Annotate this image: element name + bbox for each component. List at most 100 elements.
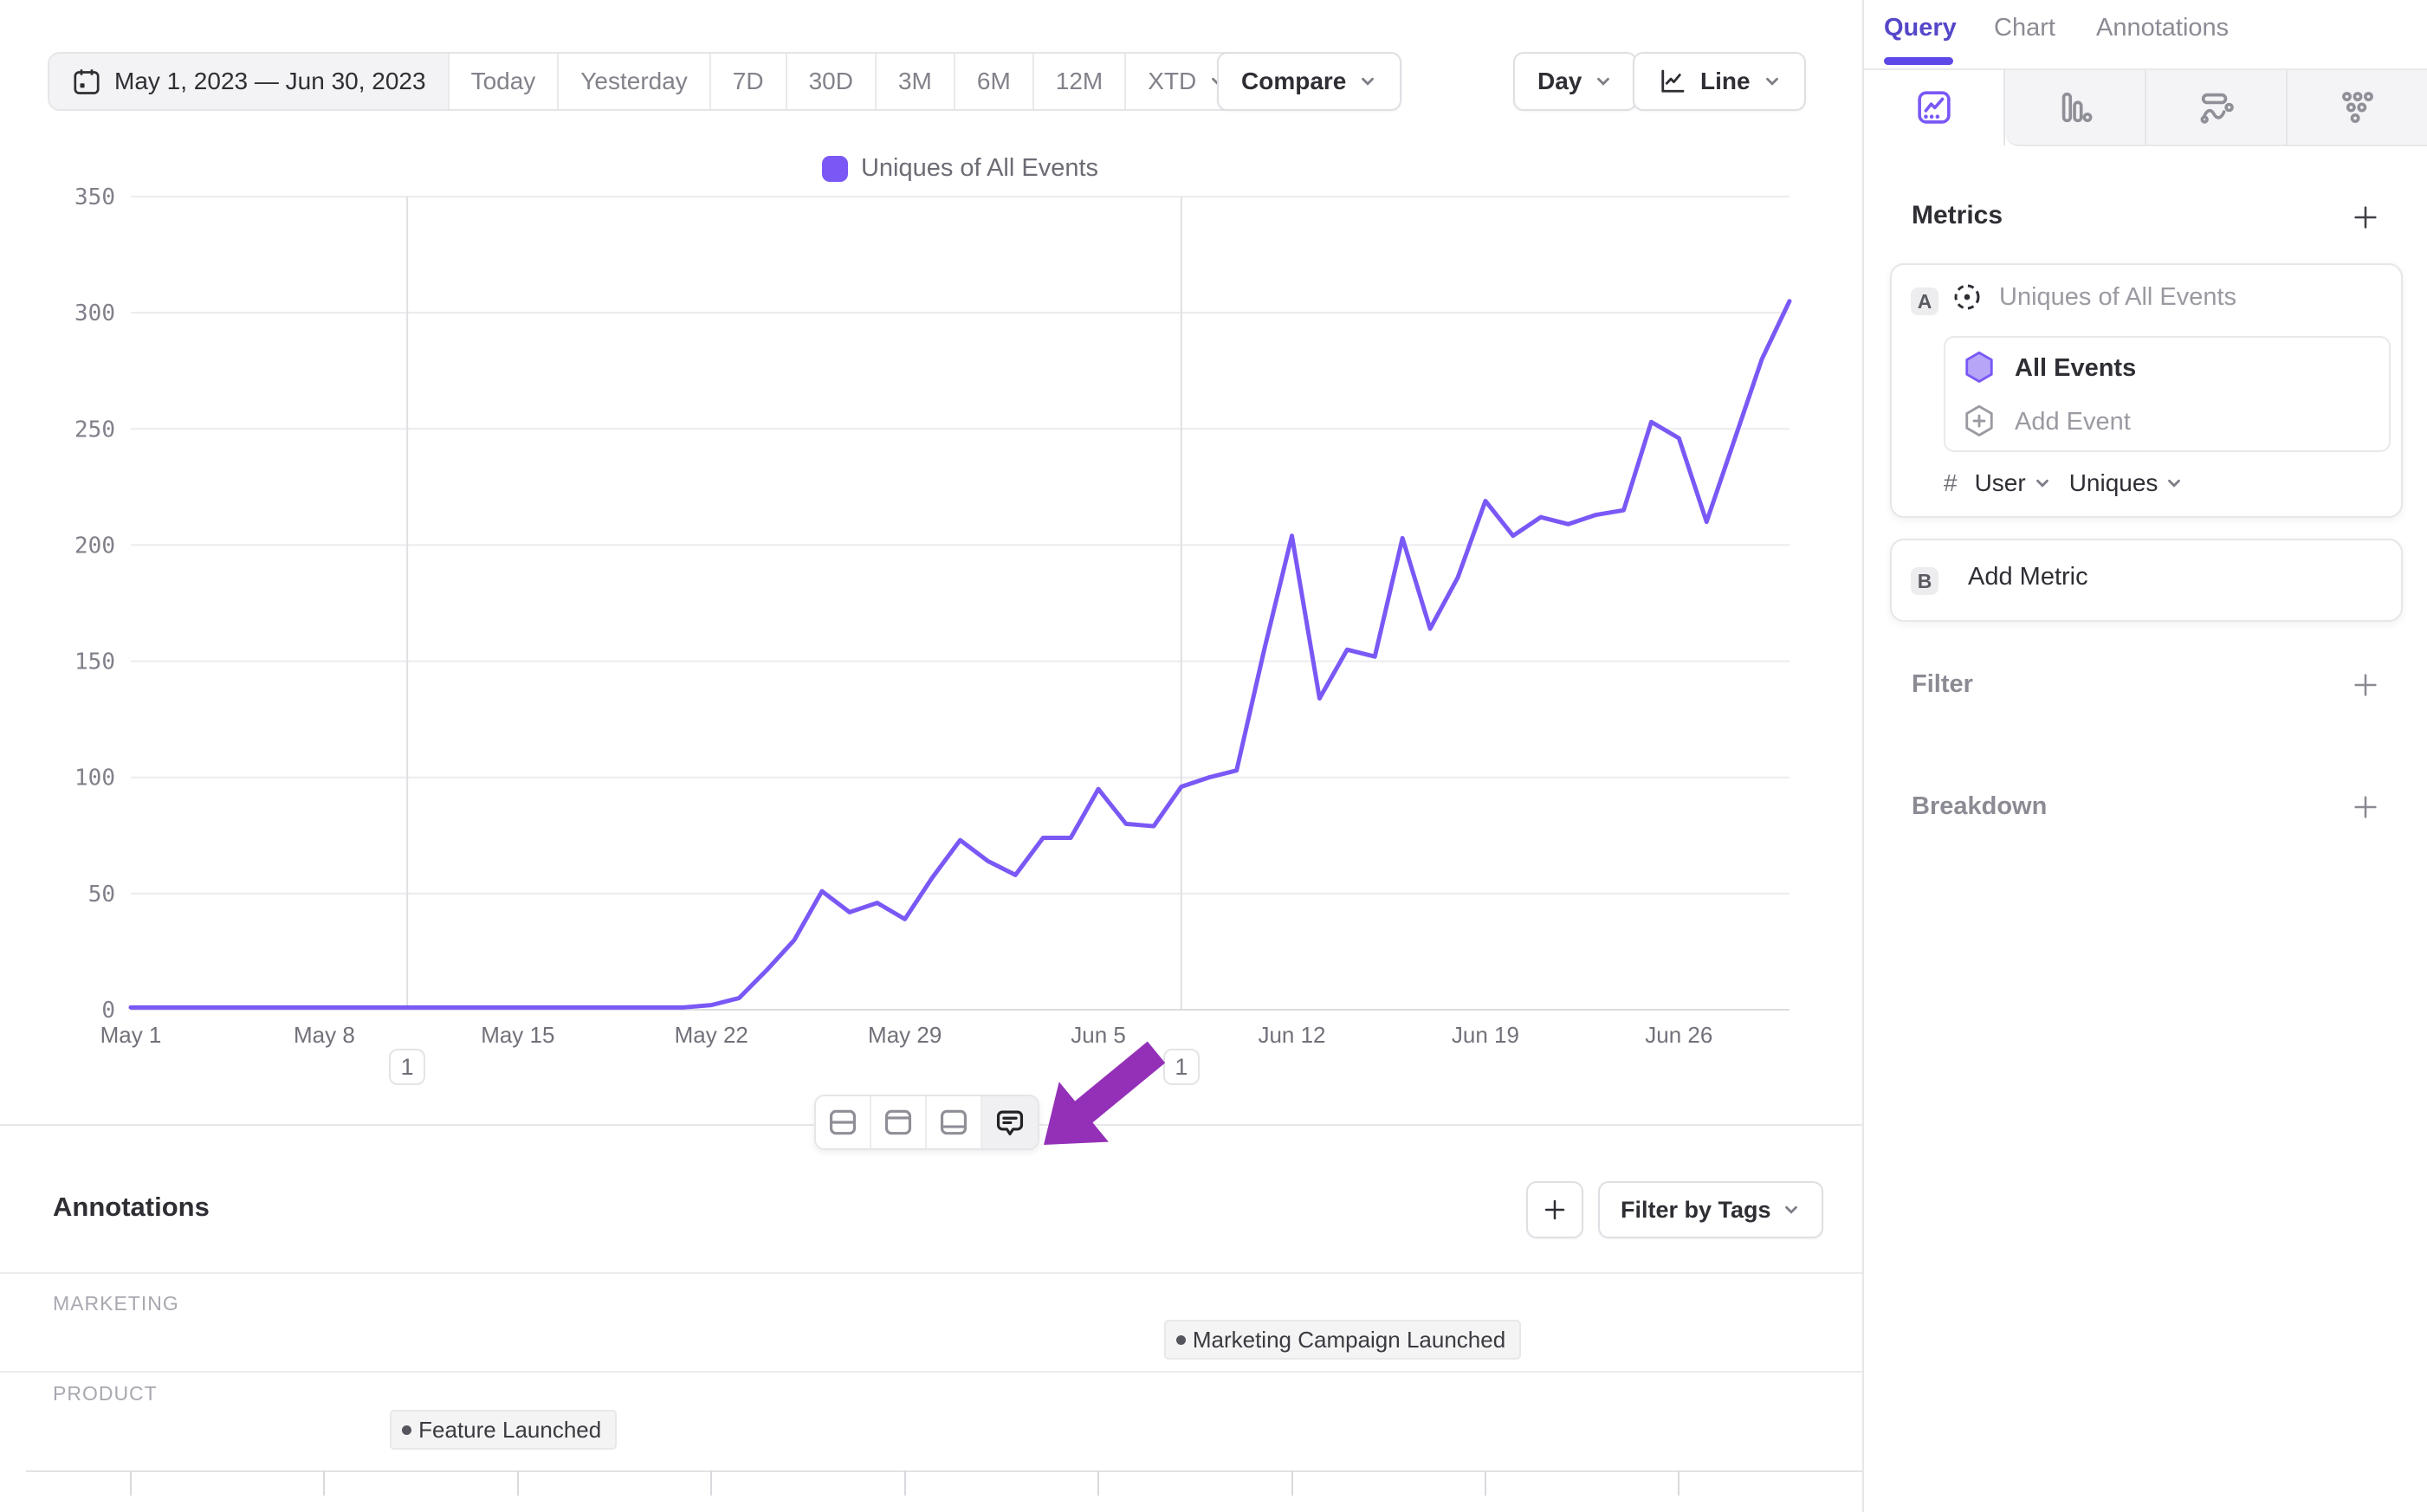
compare-button[interactable]: Compare [1217, 52, 1402, 111]
annotation-dot [1175, 1334, 1186, 1345]
annotation-badge-marketing[interactable]: Marketing Campaign Launched [1163, 1320, 1522, 1360]
agg-type-dropdown[interactable]: Uniques [2069, 469, 2184, 497]
chart-type-button[interactable]: Line [1633, 52, 1806, 111]
annotation-count-badge[interactable]: 1 [1162, 1049, 1200, 1085]
comment-icon [996, 1110, 1024, 1136]
view-insights-line[interactable] [1864, 70, 2005, 146]
svg-text:250: 250 [74, 417, 115, 443]
event-card: All Events Add Event [1944, 336, 2391, 452]
agg-entity-dropdown[interactable]: User [1975, 469, 2052, 497]
query-sidebar: Query Chart Annotations [1862, 0, 2427, 1512]
view-bar[interactable] [2005, 70, 2146, 146]
sidebar-tabs: Query Chart Annotations [1864, 0, 2427, 68]
chevron-down-icon [2035, 479, 2048, 488]
preset-6m[interactable]: 6M [955, 54, 1034, 109]
add-metric-card[interactable]: B Add Metric [1890, 539, 2403, 622]
svg-text:May 22: May 22 [675, 1022, 748, 1048]
metric-card-a: A Uniques of All Events All Events [1890, 263, 2403, 518]
event-hexagon-icon [1965, 351, 1993, 383]
plus-icon [2354, 206, 2377, 229]
chart-legend: Uniques of All Events [131, 154, 1790, 183]
chart-layout-toolbar [814, 1095, 1039, 1150]
svg-text:300: 300 [74, 300, 115, 326]
timeline-tick [903, 1470, 906, 1496]
grid-dots-icon [2341, 92, 2373, 123]
add-breakdown-button[interactable] [2351, 792, 2380, 822]
timeline-tick [1097, 1470, 1100, 1496]
active-tab-underline [1884, 57, 1953, 65]
annotation-badge-product[interactable]: Feature Launched [390, 1410, 618, 1450]
preset-7d[interactable]: 7D [710, 54, 787, 109]
filter-by-tags-button[interactable]: Filter by Tags [1598, 1181, 1823, 1238]
preset-12m[interactable]: 12M [1033, 54, 1127, 109]
preset-yesterday[interactable]: Yesterday [559, 54, 711, 109]
annotation-dot [402, 1425, 412, 1435]
aggregation-row: # User Uniques [1944, 469, 2184, 497]
view-grid[interactable] [2288, 70, 2427, 146]
add-filter-button[interactable] [2351, 670, 2380, 700]
plus-icon [1544, 1199, 1565, 1220]
annotation-count-badge[interactable]: 1 [389, 1049, 426, 1085]
add-metric-label: Add Metric [1968, 563, 2088, 591]
svg-text:Jun 12: Jun 12 [1258, 1022, 1325, 1048]
line-chart-icon [1661, 69, 1685, 93]
svg-text:Jun 19: Jun 19 [1452, 1022, 1519, 1048]
panel-top-icon [884, 1109, 912, 1135]
layout-panel-top-button[interactable] [871, 1096, 927, 1148]
layout-panel-bottom-button[interactable] [927, 1096, 982, 1148]
preset-30d[interactable]: 30D [786, 54, 877, 109]
svg-text:0: 0 [101, 998, 115, 1024]
event-row-all-events[interactable]: All Events [1963, 350, 2136, 386]
annotations-row-divider [0, 1371, 1862, 1373]
granularity-button[interactable]: Day [1513, 52, 1638, 111]
add-annotation-button[interactable] [1526, 1181, 1583, 1238]
view-flow[interactable] [2146, 70, 2288, 146]
svg-text:Jun 26: Jun 26 [1645, 1022, 1712, 1048]
svg-text:100: 100 [74, 766, 115, 792]
chevron-down-icon [1784, 1205, 1797, 1214]
add-metric-plus-button[interactable] [2351, 203, 2380, 232]
svg-text:150: 150 [74, 649, 115, 675]
date-range-button[interactable]: May 1, 2023 — Jun 30, 2023 [49, 54, 450, 109]
timeline-tick [710, 1470, 713, 1496]
metric-letter-badge: A [1911, 288, 1938, 315]
timeline-tick [1291, 1470, 1293, 1496]
metric-title: Uniques of All Events [1999, 282, 2237, 311]
timeline-tick [1484, 1470, 1486, 1496]
tabs-divider [1864, 68, 2427, 70]
svg-text:200: 200 [74, 533, 115, 559]
line-chart: 0 50 100 150 200 250 300 350 May 1 May 8 May 15 May… [74, 184, 1792, 1048]
svg-text:May 29: May 29 [868, 1022, 942, 1048]
chevron-down-icon [1362, 77, 1375, 86]
tab-annotations[interactable]: Annotations [2096, 14, 2230, 42]
chevron-down-icon [2168, 479, 2181, 488]
breakdown-heading: Breakdown [1912, 792, 2048, 820]
layout-split-horizontal-button[interactable] [816, 1096, 871, 1148]
bar-chart-icon [2061, 92, 2092, 123]
svg-text:50: 50 [88, 882, 115, 908]
metrics-heading: Metrics [1912, 201, 2003, 229]
annotations-comments-button[interactable] [982, 1096, 1038, 1148]
legend-swatch [821, 155, 848, 182]
timeline-tick [516, 1470, 519, 1496]
plus-icon [2354, 796, 2377, 818]
panel-bottom-icon [940, 1109, 968, 1135]
tab-chart[interactable]: Chart [1994, 14, 2055, 42]
annotations-row-divider [0, 1272, 1862, 1274]
add-event-row[interactable]: Add Event [1963, 404, 2131, 440]
svg-text:350: 350 [74, 184, 115, 210]
date-range-control: May 1, 2023 — Jun 30, 2023 Today Yesterd… [48, 52, 1252, 111]
chevron-down-icon [1597, 77, 1610, 86]
filter-heading: Filter [1912, 670, 1973, 698]
timeline-tick [323, 1470, 326, 1496]
preset-3m[interactable]: 3M [876, 54, 955, 109]
svg-text:May 8: May 8 [294, 1022, 355, 1048]
svg-text:Jun 5: Jun 5 [1071, 1022, 1126, 1048]
metric-title-row[interactable]: Uniques of All Events [1951, 281, 2236, 313]
metric-letter-badge: B [1911, 567, 1938, 595]
date-range-label: May 1, 2023 — Jun 30, 2023 [114, 68, 426, 94]
svg-text:May 15: May 15 [481, 1022, 554, 1048]
flow-icon [2200, 93, 2234, 124]
tab-query[interactable]: Query [1884, 14, 1957, 42]
preset-today[interactable]: Today [449, 54, 560, 109]
